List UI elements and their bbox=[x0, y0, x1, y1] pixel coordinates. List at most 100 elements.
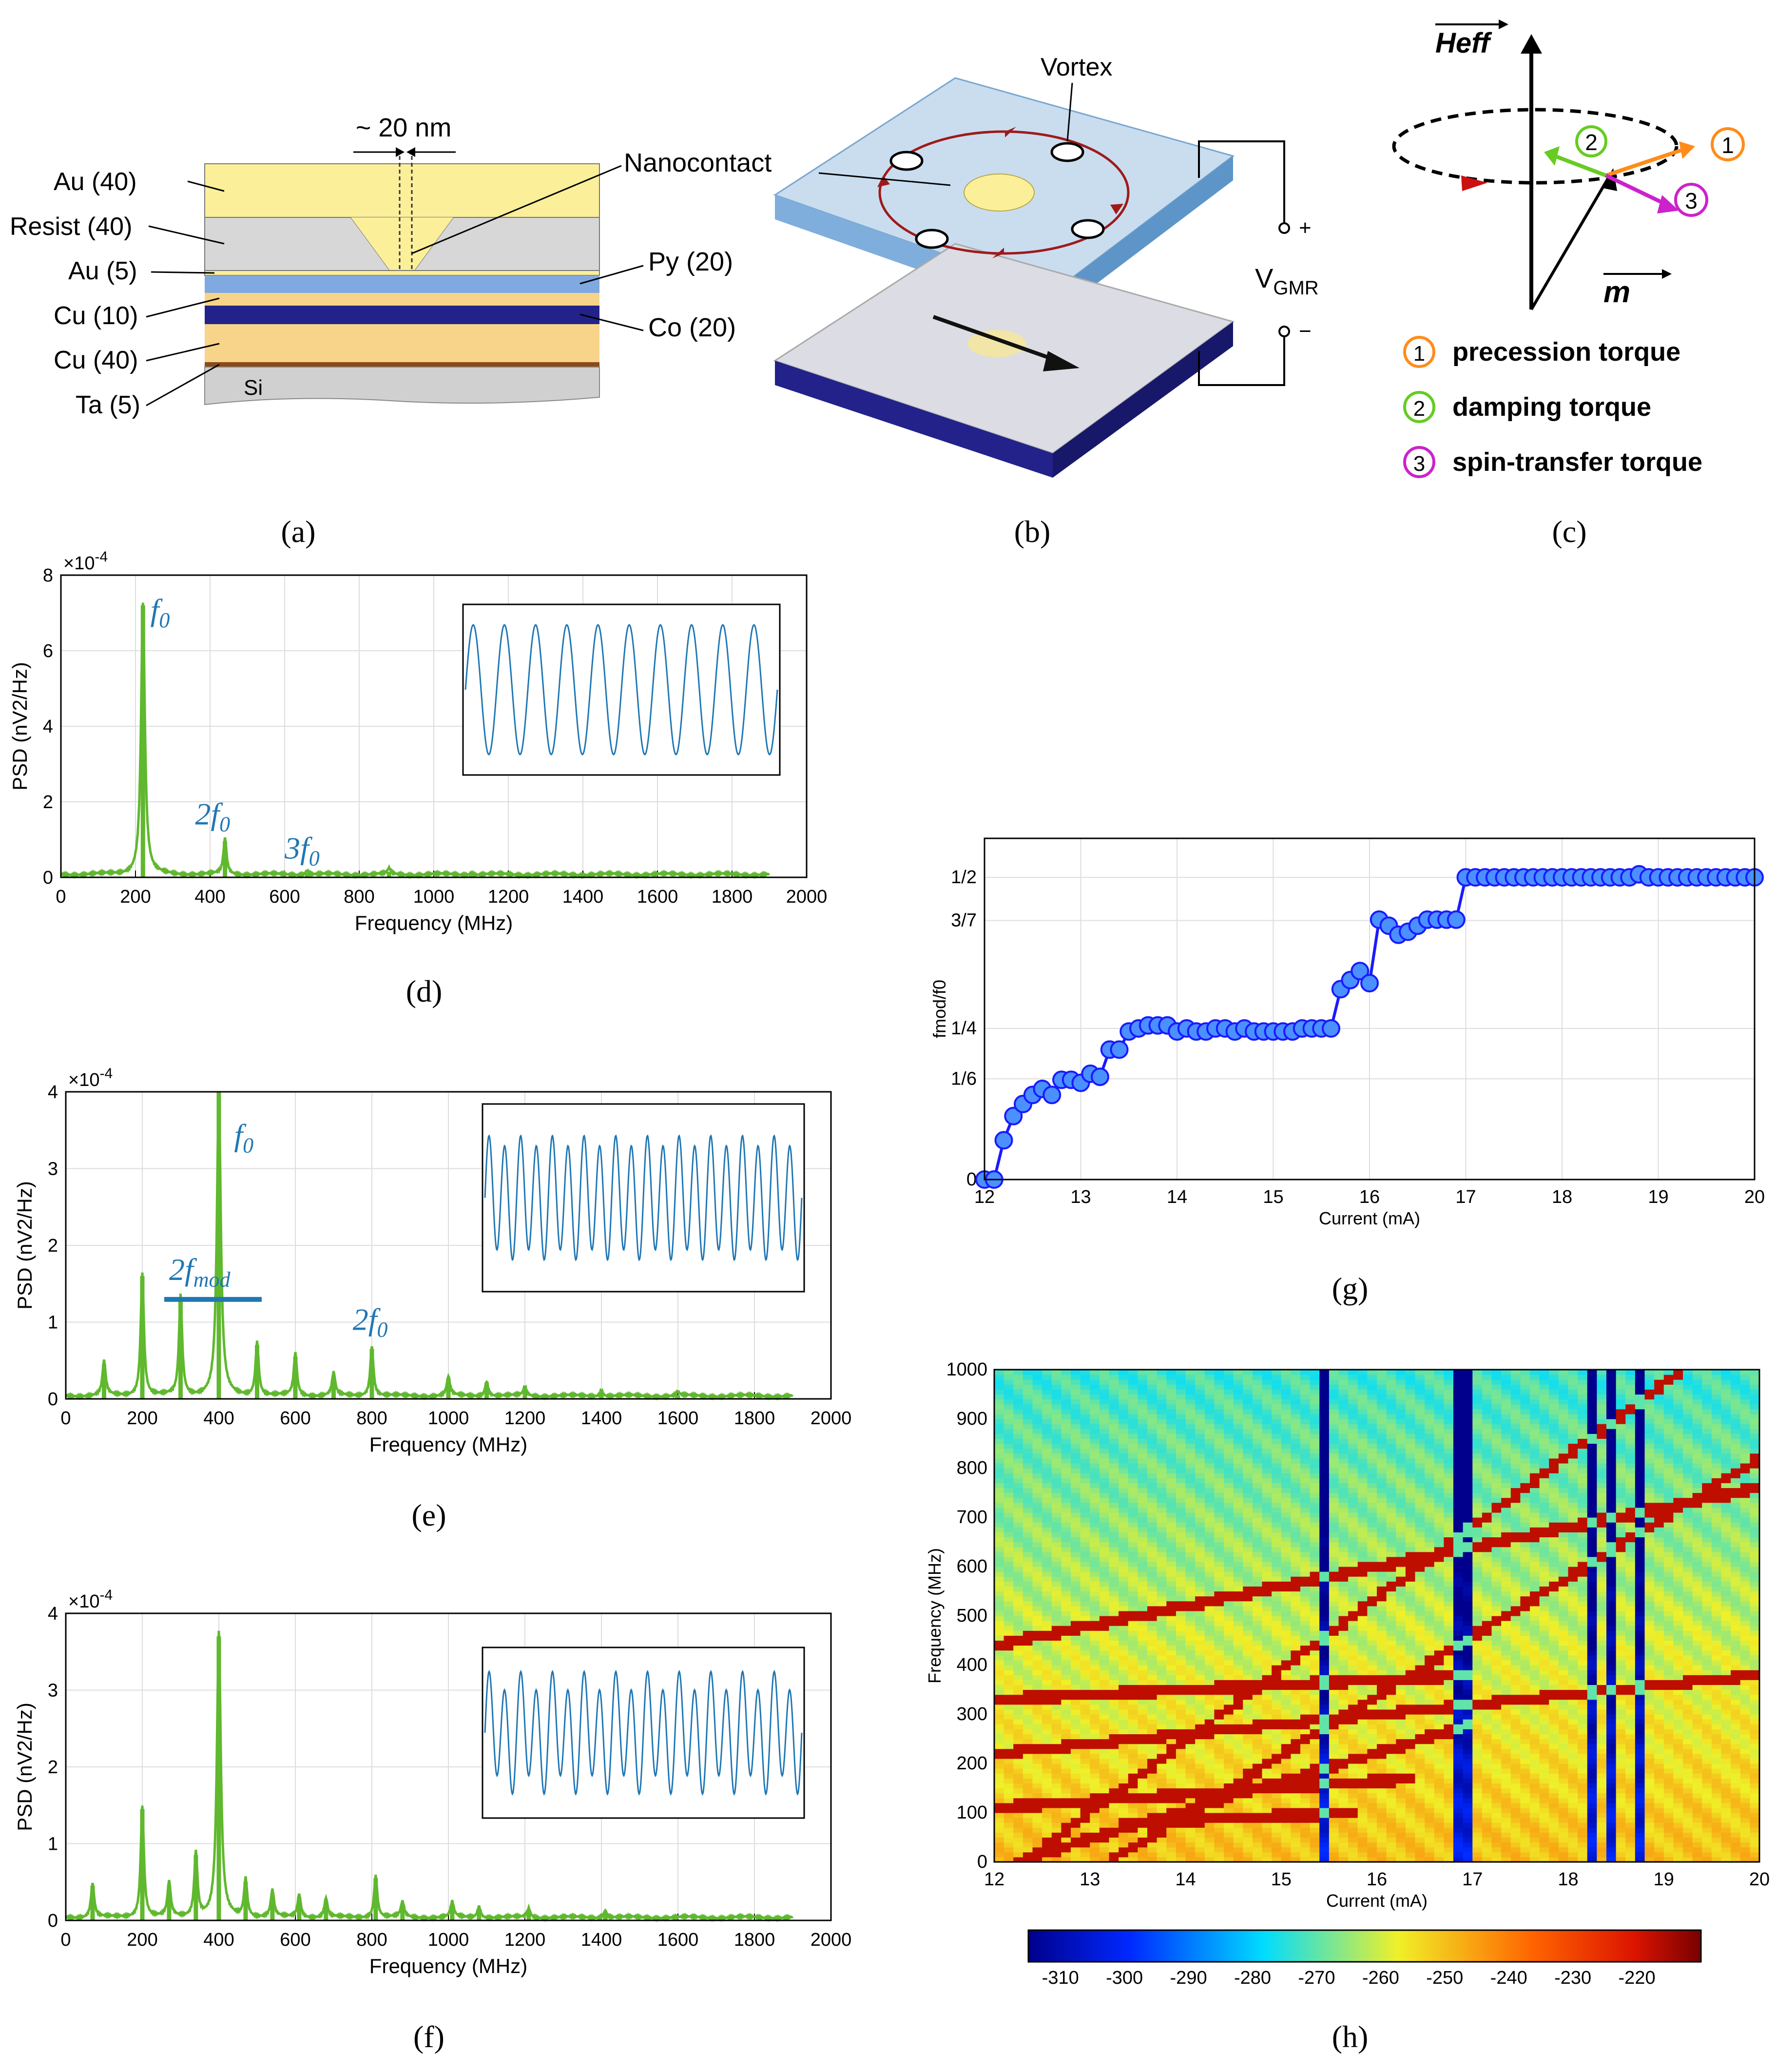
heatmap-cell bbox=[1013, 1626, 1023, 1631]
y-tick-label: 4 bbox=[43, 716, 53, 737]
heatmap-cell bbox=[1128, 1714, 1138, 1720]
heatmap-cell bbox=[1071, 1857, 1081, 1862]
heatmap-cell bbox=[1243, 1389, 1253, 1395]
heatmap-cell bbox=[1291, 1561, 1301, 1567]
heatmap-cell bbox=[1367, 1670, 1377, 1675]
heatmap-cell bbox=[1185, 1478, 1196, 1483]
heatmap-cell bbox=[1090, 1626, 1100, 1631]
heatmap-cell bbox=[1262, 1773, 1272, 1779]
heatmap-cell bbox=[1348, 1852, 1358, 1858]
heatmap-cell bbox=[1357, 1832, 1368, 1838]
heatmap-cell bbox=[1119, 1818, 1129, 1823]
heatmap-cell bbox=[1233, 1473, 1243, 1478]
heatmap-cell bbox=[1166, 1842, 1177, 1848]
heatmap-cell bbox=[1300, 1571, 1311, 1577]
heatmap-cell bbox=[1204, 1680, 1215, 1685]
heatmap-cell bbox=[1405, 1832, 1416, 1838]
heatmap-cell bbox=[1004, 1675, 1014, 1680]
heatmap-cell bbox=[1405, 1640, 1416, 1646]
heatmap-cell bbox=[1357, 1660, 1368, 1665]
heatmap-cell bbox=[1090, 1802, 1100, 1808]
heatmap-cell bbox=[1405, 1502, 1416, 1508]
heatmap-cell bbox=[1128, 1813, 1138, 1818]
heatmap-cell bbox=[1195, 1591, 1205, 1597]
heatmap-cell bbox=[1252, 1551, 1263, 1557]
heatmap-cell bbox=[1415, 1547, 1425, 1552]
heatmap-cell bbox=[1061, 1478, 1071, 1483]
heatmap-cell bbox=[1099, 1670, 1110, 1675]
heatmap-cell bbox=[1281, 1606, 1291, 1611]
heatmap-cell bbox=[1080, 1655, 1090, 1661]
heatmap-cell bbox=[1176, 1660, 1186, 1665]
heatmap-cell bbox=[1405, 1596, 1416, 1602]
heatmap-cell bbox=[1405, 1567, 1416, 1572]
heatmap-cell bbox=[1272, 1616, 1282, 1621]
heatmap-cell bbox=[1013, 1610, 1023, 1616]
heatmap-cell bbox=[1109, 1581, 1119, 1587]
heatmap-cell bbox=[1338, 1847, 1349, 1853]
heatmap-cell bbox=[1166, 1492, 1177, 1498]
heatmap-cell bbox=[1233, 1802, 1243, 1808]
heatmap-cell bbox=[1147, 1655, 1158, 1661]
heatmap-cell bbox=[1310, 1685, 1320, 1690]
heatmap-cell bbox=[1109, 1763, 1119, 1769]
heatmap-cell bbox=[1099, 1818, 1110, 1823]
heatmap-cell bbox=[1032, 1468, 1042, 1473]
heatmap-cell bbox=[1377, 1527, 1387, 1532]
heatmap-cell bbox=[1281, 1576, 1291, 1582]
heatmap-cell bbox=[1224, 1537, 1234, 1543]
heatmap-cell bbox=[1071, 1640, 1081, 1646]
heatmap-cell bbox=[1013, 1818, 1023, 1823]
heatmap-cell bbox=[1396, 1719, 1406, 1724]
heatmap-cell bbox=[1291, 1409, 1301, 1414]
heatmap-cell bbox=[1138, 1832, 1148, 1838]
heatmap-cell bbox=[1109, 1758, 1119, 1764]
heatmap-cell bbox=[1272, 1453, 1282, 1459]
heatmap-cell bbox=[1032, 1714, 1042, 1720]
heatmap-cell bbox=[1252, 1660, 1263, 1665]
heatmap-cell bbox=[1224, 1522, 1234, 1528]
heatmap-cell bbox=[1357, 1802, 1368, 1808]
heatmap-cell bbox=[1319, 1813, 1330, 1818]
heatmap-cell bbox=[1252, 1724, 1263, 1729]
heatmap-cell bbox=[1243, 1788, 1253, 1794]
heatmap-cell bbox=[1004, 1567, 1014, 1572]
heatmap-cell bbox=[1348, 1463, 1358, 1469]
heatmap-cell bbox=[1185, 1842, 1196, 1848]
heatmap-cell bbox=[1252, 1616, 1263, 1621]
heatmap-cell bbox=[1157, 1438, 1167, 1444]
heatmap-cell bbox=[1185, 1517, 1196, 1523]
heatmap-cell bbox=[1300, 1379, 1311, 1385]
heatmap-cell bbox=[1090, 1793, 1100, 1799]
heatmap-cell bbox=[994, 1813, 1004, 1818]
heatmap-cell bbox=[1224, 1532, 1234, 1537]
heatmap-cell bbox=[1013, 1601, 1023, 1607]
py-leader bbox=[579, 265, 644, 285]
heatmap-cell bbox=[1185, 1813, 1196, 1818]
heatmap-cell bbox=[1061, 1768, 1071, 1774]
heatmap-cell bbox=[1004, 1458, 1014, 1464]
heatmap-cell bbox=[1195, 1685, 1205, 1690]
heatmap-cell bbox=[1090, 1507, 1100, 1513]
heatmap-cell bbox=[1157, 1433, 1167, 1439]
heatmap-cell bbox=[1013, 1561, 1023, 1567]
heatmap-cell bbox=[1300, 1478, 1311, 1483]
heatmap-cell bbox=[1415, 1389, 1425, 1395]
heatmap-cell bbox=[1051, 1768, 1062, 1774]
heatmap-cell bbox=[1080, 1645, 1090, 1651]
heatmap-cell bbox=[1224, 1414, 1234, 1419]
heatmap-cell bbox=[1319, 1729, 1330, 1734]
y-tick-label: 4 bbox=[48, 1604, 58, 1624]
heatmap-cell bbox=[994, 1492, 1004, 1498]
heatmap-cell bbox=[1252, 1630, 1263, 1636]
heatmap-cell bbox=[1377, 1424, 1387, 1429]
heatmap-cell bbox=[1109, 1857, 1119, 1862]
heatmap-cell bbox=[1090, 1414, 1100, 1419]
heatmap-cell bbox=[1042, 1453, 1052, 1459]
heatmap-cell bbox=[1386, 1813, 1396, 1818]
heatmap-cell bbox=[1233, 1409, 1243, 1414]
heatmap-cell bbox=[1138, 1375, 1148, 1380]
heatmap-cell bbox=[1071, 1488, 1081, 1493]
heatmap-cell bbox=[1099, 1389, 1110, 1395]
heatmap-cell bbox=[1176, 1375, 1186, 1380]
